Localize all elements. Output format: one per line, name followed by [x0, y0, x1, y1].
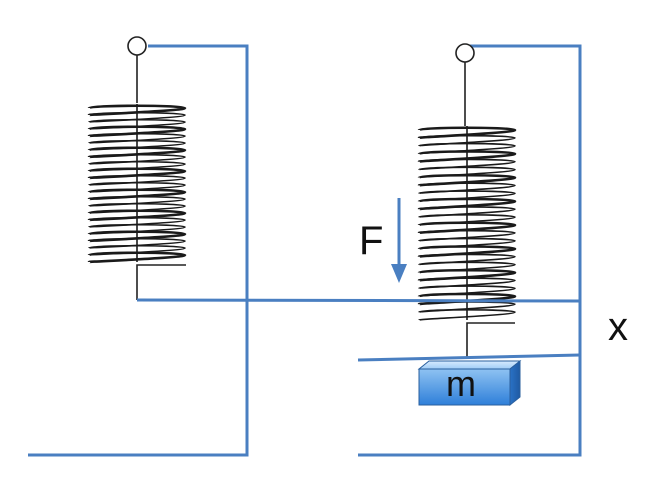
right-spring-coil — [417, 126, 517, 321]
force-label: F — [359, 219, 383, 263]
left-spring-coil — [87, 104, 187, 264]
spring-turn — [418, 309, 516, 321]
mass-label: m — [446, 363, 476, 404]
displacement-label: x — [608, 305, 628, 349]
mass-block-front — [418, 368, 511, 406]
left-spring-assembly — [87, 36, 187, 300]
right-spring-tail — [466, 322, 515, 358]
unloaded-length-reference-line — [136, 298, 581, 303]
left-stand-frame — [28, 44, 249, 457]
right-spring-assembly — [417, 43, 517, 358]
right-hook-ring — [455, 43, 475, 63]
mass-block — [417, 359, 522, 407]
spring-turn — [87, 251, 187, 264]
left-hook-ring — [127, 36, 147, 56]
force-arrow — [391, 198, 407, 283]
loaded-length-reference-line — [357, 353, 581, 362]
mass-block-side — [509, 359, 521, 407]
right-stand — [358, 44, 582, 457]
left-stand — [28, 44, 249, 457]
right-stand-frame — [358, 44, 582, 457]
left-spring-tail — [136, 264, 186, 300]
